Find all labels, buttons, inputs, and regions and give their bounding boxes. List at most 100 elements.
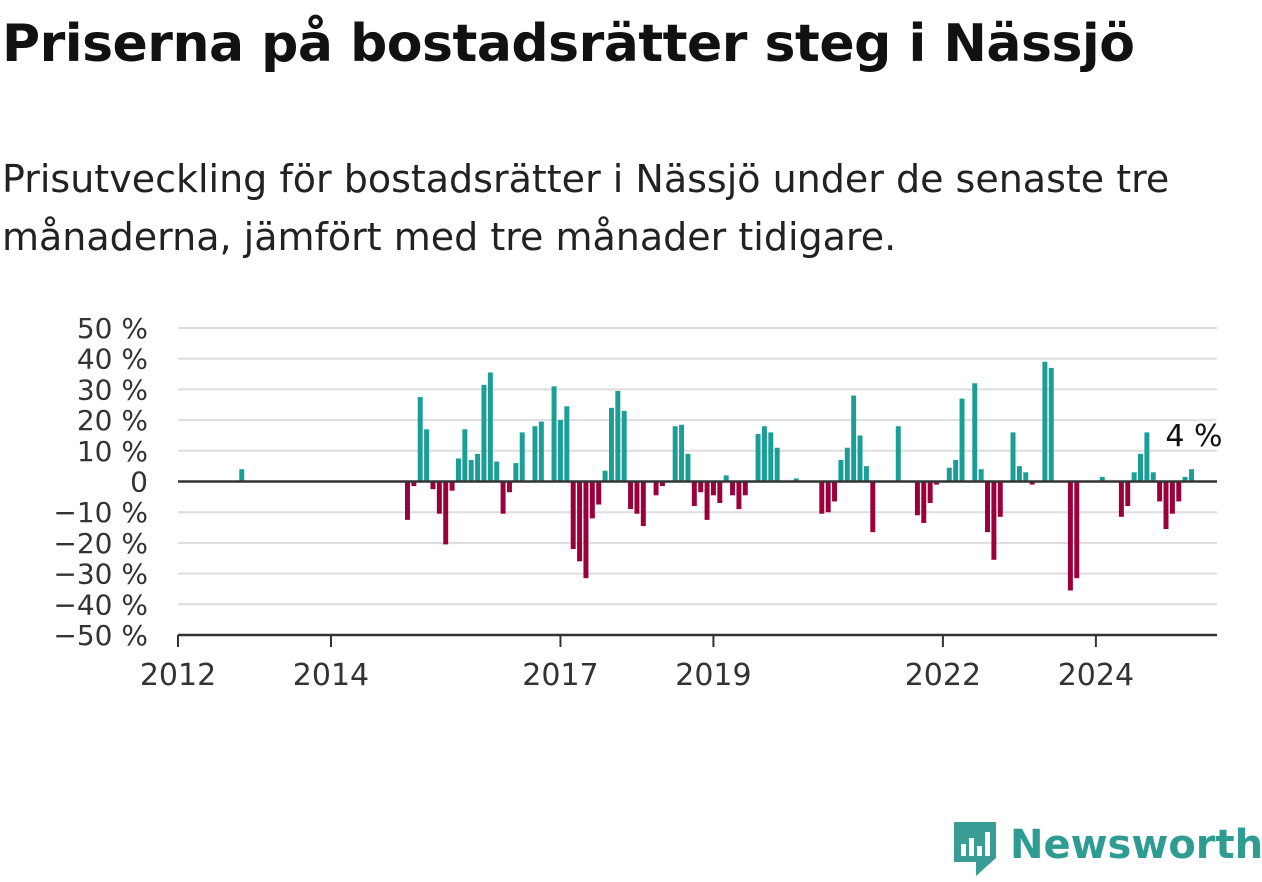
bar <box>870 481 876 533</box>
bar <box>506 481 512 493</box>
bar <box>985 481 991 533</box>
bar <box>844 447 850 482</box>
bar <box>698 481 704 493</box>
bar <box>1029 481 1035 485</box>
bar <box>1125 481 1131 507</box>
bar <box>691 481 697 507</box>
bar <box>959 398 965 482</box>
bar <box>538 421 544 482</box>
bar <box>615 390 621 482</box>
bar <box>978 469 984 482</box>
bar <box>1010 432 1016 482</box>
bar <box>634 481 640 514</box>
bar <box>628 481 634 510</box>
bar <box>557 420 563 482</box>
y-tick-label: 40 % <box>77 343 148 376</box>
bar <box>838 460 844 482</box>
y-tick-label: −50 % <box>53 619 148 652</box>
bar <box>991 481 997 560</box>
bar <box>430 481 436 490</box>
page-subtitle: Prisutveckling för bostadsrätter i Nässj… <box>2 157 1170 259</box>
x-tick-label: 2024 <box>1058 658 1134 693</box>
bar <box>774 447 780 482</box>
bar <box>494 461 500 482</box>
bar <box>411 481 417 487</box>
y-tick-label: −40 % <box>53 588 148 621</box>
y-tick-label: 30 % <box>77 373 148 406</box>
bar <box>946 467 952 482</box>
newsworthy-logo-icon <box>954 822 996 876</box>
bar <box>596 481 602 505</box>
bar <box>825 481 831 513</box>
bar <box>927 481 933 503</box>
bar <box>736 481 742 510</box>
bar <box>532 426 538 482</box>
bar <box>895 426 901 482</box>
bar <box>768 432 774 482</box>
bar <box>436 481 442 514</box>
bar <box>934 481 940 485</box>
bar <box>1099 476 1105 482</box>
bar <box>710 481 716 496</box>
bar <box>653 481 659 496</box>
annotation-group: 4 % <box>1162 416 1225 457</box>
x-tick-label: 2017 <box>522 658 598 693</box>
bar <box>997 481 1003 517</box>
bar <box>424 429 430 482</box>
brand-name: Newsworthy <box>1010 822 1262 868</box>
x-tick-label: 2019 <box>675 658 751 693</box>
x-axis-tick-labels: 2012 2014 2017 2019 2022 2024 <box>140 658 1134 693</box>
bar <box>602 470 608 482</box>
bar <box>519 432 525 482</box>
bar <box>417 397 423 482</box>
x-tick-label: 2022 <box>905 658 981 693</box>
bar <box>1131 472 1137 482</box>
bar <box>857 435 863 482</box>
bar <box>1074 481 1080 579</box>
bar <box>1169 481 1175 514</box>
bar <box>659 481 665 487</box>
bar <box>1042 361 1048 482</box>
bar <box>1176 481 1182 502</box>
bar <box>640 481 646 527</box>
bar <box>443 481 449 545</box>
bar <box>577 481 583 562</box>
bar <box>513 463 519 482</box>
bar <box>761 426 767 482</box>
bar <box>455 458 461 482</box>
bar <box>500 481 506 514</box>
bar <box>672 426 678 482</box>
bar <box>462 429 468 482</box>
y-tick-label: −10 % <box>53 496 148 529</box>
bar <box>730 481 736 496</box>
bar <box>1118 481 1124 517</box>
bar <box>1067 481 1073 591</box>
bar <box>704 481 710 520</box>
bar <box>481 384 487 482</box>
bar <box>1157 481 1163 502</box>
bar <box>679 424 685 482</box>
bar <box>475 453 481 482</box>
bar <box>608 407 614 482</box>
x-tick-label: 2012 <box>140 658 216 693</box>
bar <box>819 481 825 514</box>
bar <box>487 372 493 482</box>
bar <box>564 406 570 482</box>
bar <box>1138 453 1143 482</box>
bar <box>863 466 869 482</box>
bar <box>1048 367 1054 482</box>
bar <box>742 481 748 496</box>
bar <box>723 475 729 482</box>
y-tick-label: 50 % <box>77 312 148 345</box>
bar <box>449 481 455 491</box>
bar <box>1023 472 1029 482</box>
bar <box>755 433 761 482</box>
bar <box>570 481 576 550</box>
bar <box>832 481 838 502</box>
y-tick-label: −20 % <box>53 527 148 560</box>
bar <box>953 460 959 482</box>
y-axis-tick-labels: 50 %40 %30 %20 %10 %0−10 %−20 %−30 %−40 … <box>53 312 148 652</box>
bar-chart: 50 %40 %30 %20 %10 %0−10 %−20 %−30 %−40 … <box>53 312 1225 693</box>
newsworthy-logo: Newsworthy <box>950 818 1262 878</box>
x-tick-label: 2014 <box>293 658 369 693</box>
